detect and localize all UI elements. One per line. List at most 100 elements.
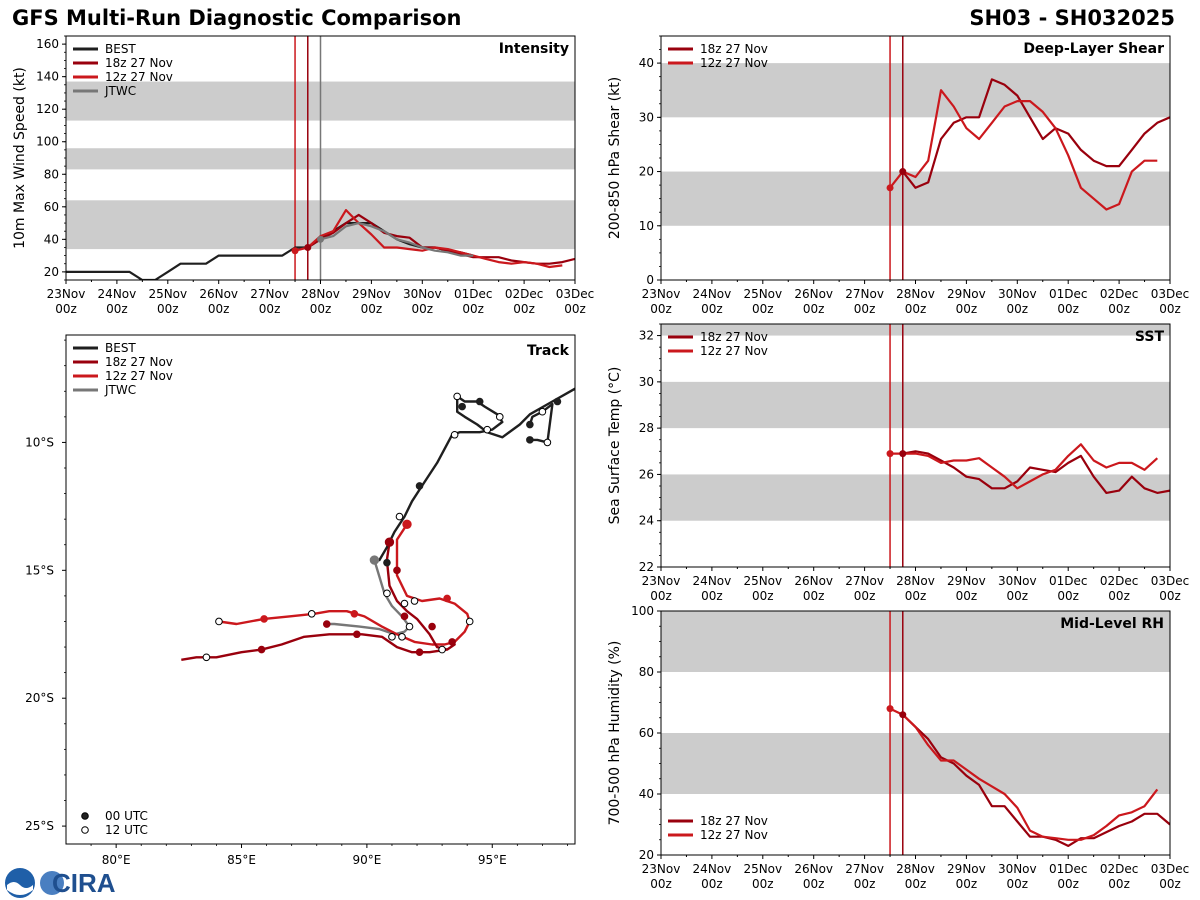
sst-x-tick-label: 02Dec — [1100, 574, 1139, 588]
rh-x-tick-hour: 00z — [650, 877, 672, 891]
sst-legend-label-18z-27-nov: 18z 27 Nov — [700, 330, 768, 344]
track-point-best — [543, 438, 552, 447]
track-point-best — [458, 402, 466, 411]
shear-x-tick-label: 02Dec — [1100, 287, 1139, 301]
shear-y-tick-label: 20 — [639, 165, 654, 179]
shear-legend-label-18z-27-nov: 18z 27 Nov — [700, 42, 768, 56]
sst-init-point-12z-27-nov — [886, 450, 894, 458]
sst-x-tick-hour: 00z — [803, 589, 825, 603]
rh-x-tick-hour: 00z — [1057, 877, 1079, 891]
rh-init-point-12z-27-nov — [886, 705, 894, 713]
shear-y-tick-label: 0 — [646, 273, 654, 287]
sst-x-tick-label: 24Nov — [693, 574, 732, 588]
sst-y-tick-label: 24 — [639, 514, 654, 528]
intensity-x-tick-label: 01Dec — [454, 287, 493, 301]
shear-legend-label-12z-27-nov: 12z 27 Nov — [700, 56, 768, 70]
intensity-x-tick-hour: 00z — [106, 302, 128, 316]
intensity-x-tick-label: 24Nov — [98, 287, 137, 301]
intensity-y-tick-label: 160 — [36, 37, 59, 51]
sst-y-tick-label: 32 — [639, 329, 654, 343]
sst-x-tick-label: 29Nov — [947, 574, 986, 588]
track-legend-label-best: BEST — [105, 341, 136, 355]
sst-x-tick-hour: 00z — [1007, 589, 1029, 603]
rh-y-tick-label: 20 — [639, 848, 654, 862]
track-point-18z-27-nov — [353, 630, 361, 639]
intensity-x-tick-hour: 00z — [462, 302, 484, 316]
intensity-y-axis-label: 10m Max Wind Speed (kt) — [12, 67, 28, 249]
track-point-18z-27-nov — [393, 566, 401, 575]
rh-legend-label-18z-27-nov: 18z 27 Nov — [700, 814, 768, 828]
shear-y-tick-label: 40 — [639, 56, 654, 70]
intensity-legend-label-best: BEST — [105, 42, 136, 56]
track-point-best — [526, 436, 534, 444]
intensity-x-tick-label: 25Nov — [148, 287, 187, 301]
intensity-y-tick-label: 100 — [36, 135, 59, 149]
intensity-y-tick-label: 60 — [44, 200, 59, 214]
rh-plot-area — [661, 611, 1170, 855]
rh-x-tick-label: 28Nov — [896, 862, 935, 876]
track-point-best — [475, 397, 484, 406]
shear-x-tick-hour: 00z — [650, 302, 672, 316]
intensity-x-tick-label: 27Nov — [250, 287, 289, 301]
intensity-x-tick-hour: 00z — [208, 302, 230, 316]
rh-x-tick-label: 02Dec — [1100, 862, 1139, 876]
sst-plot-area — [661, 324, 1170, 567]
shear-x-tick-label: 29Nov — [947, 287, 986, 301]
figure-title: GFS Multi-Run Diagnostic Comparison — [12, 6, 462, 30]
shear-x-tick-label: 03Dec — [1151, 287, 1190, 301]
track-y-tick-label: 10°S — [25, 435, 54, 449]
rh-x-tick-hour: 00z — [905, 877, 927, 891]
track-point-18z-27-nov — [322, 620, 331, 628]
storm-id-title: SH03 - SH032025 — [969, 6, 1175, 30]
track-point-18z-27-nov — [428, 622, 436, 631]
shear-x-tick-hour: 00z — [956, 302, 978, 316]
sst-x-tick-hour: 00z — [752, 589, 774, 603]
shear-x-tick-hour: 00z — [701, 302, 723, 316]
rh-x-tick-label: 27Nov — [845, 862, 884, 876]
track-marker-legend-label: 00 UTC — [105, 809, 148, 823]
shear-band-1 — [661, 63, 1170, 118]
track-point-12z-27-nov — [350, 609, 359, 618]
track-point-best — [453, 392, 461, 401]
intensity-x-tick-label: 26Nov — [199, 287, 238, 301]
rh-x-tick-label: 23Nov — [642, 862, 681, 876]
shear-x-tick-hour: 00z — [1159, 302, 1181, 316]
track-x-tick-label: 95°E — [478, 853, 507, 867]
rh-x-tick-hour: 00z — [752, 877, 774, 891]
rh-x-tick-hour: 00z — [803, 877, 825, 891]
intensity-x-tick-hour: 00z — [157, 302, 179, 316]
sst-x-tick-hour: 00z — [905, 589, 927, 603]
rh-y-tick-label: 80 — [639, 665, 654, 679]
shear-x-tick-label: 24Nov — [693, 287, 732, 301]
sst-band-0 — [661, 474, 1170, 521]
shear-x-tick-label: 30Nov — [998, 287, 1037, 301]
track-marker-legend-symbol — [81, 812, 89, 820]
track-panel-title: Track — [527, 343, 570, 359]
shear-x-tick-hour: 00z — [1057, 302, 1079, 316]
track-point-best — [483, 425, 492, 434]
intensity-legend-label-jtwc: JTWC — [104, 84, 136, 98]
sst-legend-label-12z-27-nov: 12z 27 Nov — [700, 344, 768, 358]
intensity-x-tick-label: 03Dec — [556, 287, 595, 301]
track-panel: 80°E 85°E 90°E 95°E 10°S 15°S 20°S 25°S Track BES… — [25, 334, 576, 867]
shear-x-tick-hour: 00z — [803, 302, 825, 316]
sst-x-tick-hour: 00z — [1057, 589, 1079, 603]
rh-x-tick-label: 24Nov — [693, 862, 732, 876]
sst-y-tick-label: 28 — [639, 421, 654, 435]
intensity-x-tick-hour: 00z — [310, 302, 332, 316]
rh-x-tick-label: 26Nov — [794, 862, 833, 876]
track-point-best — [495, 413, 504, 421]
intensity-panel-title: Intensity — [499, 41, 569, 57]
track-point-12z-27-nov — [260, 615, 268, 623]
track-series-best-loop — [528, 402, 554, 444]
track-marker-legend-label: 12 UTC — [105, 823, 148, 837]
rh-x-tick-hour: 00z — [854, 877, 876, 891]
rh-x-tick-label: 25Nov — [743, 862, 782, 876]
sst-panel: 22242628303223Nov00z24Nov00z25Nov00z26No… — [607, 323, 1189, 603]
sst-x-tick-label: 27Nov — [845, 574, 884, 588]
rh-y-tick-label: 100 — [631, 604, 654, 618]
